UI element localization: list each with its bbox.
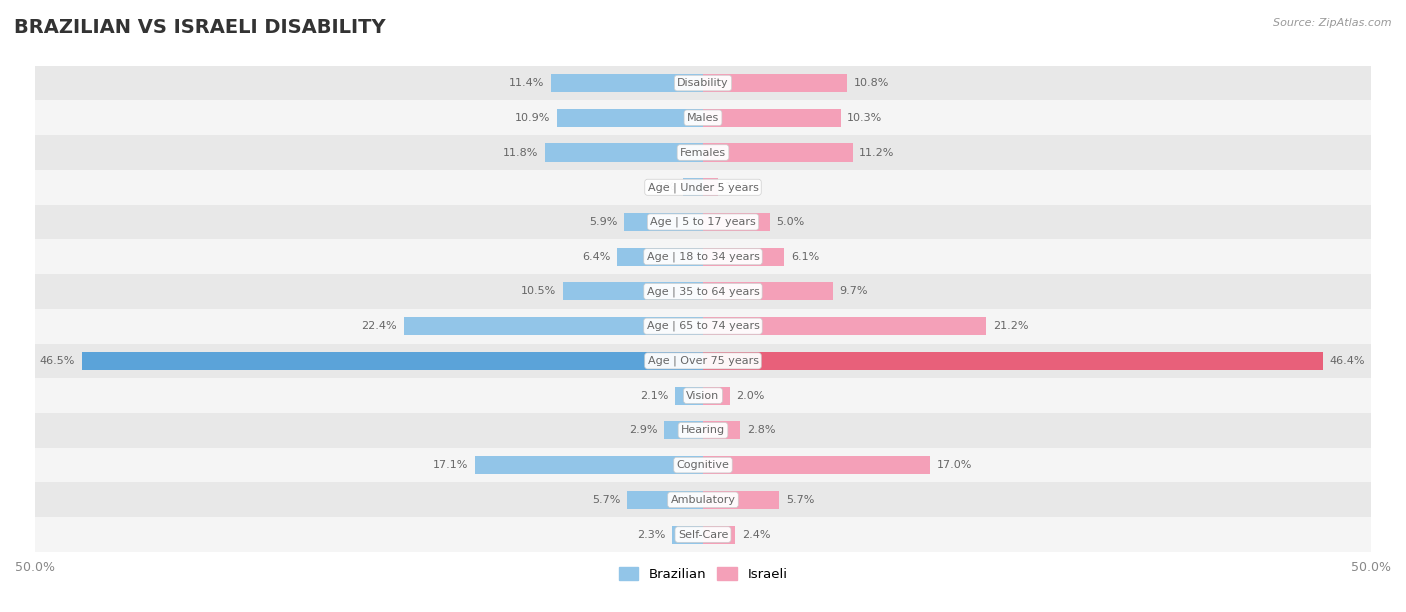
Text: 2.1%: 2.1% — [640, 390, 668, 401]
Bar — [664, 421, 703, 439]
Text: 11.4%: 11.4% — [509, 78, 544, 88]
Bar — [35, 204, 1371, 239]
Text: 10.9%: 10.9% — [516, 113, 551, 123]
Text: 46.4%: 46.4% — [1330, 356, 1365, 366]
Text: 2.4%: 2.4% — [742, 529, 770, 540]
Text: Age | 65 to 74 years: Age | 65 to 74 years — [647, 321, 759, 332]
Text: Cognitive: Cognitive — [676, 460, 730, 470]
Bar — [35, 309, 1371, 343]
Text: BRAZILIAN VS ISRAELI DISABILITY: BRAZILIAN VS ISRAELI DISABILITY — [14, 18, 385, 37]
Text: Age | 35 to 64 years: Age | 35 to 64 years — [647, 286, 759, 297]
Legend: Brazilian, Israeli: Brazilian, Israeli — [613, 561, 793, 586]
Bar — [683, 178, 703, 196]
Text: 10.3%: 10.3% — [848, 113, 883, 123]
Bar — [35, 65, 1371, 100]
Bar — [35, 100, 1371, 135]
Text: 17.0%: 17.0% — [936, 460, 972, 470]
Bar — [546, 143, 703, 162]
Text: 1.1%: 1.1% — [724, 182, 752, 192]
Bar — [35, 378, 1371, 413]
Text: Ambulatory: Ambulatory — [671, 495, 735, 505]
Text: 11.8%: 11.8% — [503, 147, 538, 157]
Bar — [703, 282, 832, 300]
Bar — [703, 352, 1323, 370]
Text: 46.5%: 46.5% — [39, 356, 75, 366]
Text: 22.4%: 22.4% — [361, 321, 396, 331]
Text: 17.1%: 17.1% — [433, 460, 468, 470]
Text: 10.5%: 10.5% — [520, 286, 555, 296]
Text: 2.0%: 2.0% — [737, 390, 765, 401]
Bar — [703, 491, 779, 509]
Text: Age | 18 to 34 years: Age | 18 to 34 years — [647, 252, 759, 262]
Text: 6.1%: 6.1% — [792, 252, 820, 262]
Bar — [35, 517, 1371, 552]
Bar — [551, 74, 703, 92]
Text: 21.2%: 21.2% — [993, 321, 1028, 331]
Bar — [703, 421, 741, 439]
Bar — [35, 413, 1371, 448]
Text: 6.4%: 6.4% — [582, 252, 610, 262]
Bar — [627, 491, 703, 509]
Text: 5.7%: 5.7% — [786, 495, 814, 505]
Bar — [672, 526, 703, 543]
Bar — [35, 343, 1371, 378]
Bar — [82, 352, 703, 370]
Text: Hearing: Hearing — [681, 425, 725, 435]
Text: Vision: Vision — [686, 390, 720, 401]
Text: 10.8%: 10.8% — [853, 78, 890, 88]
Text: 9.7%: 9.7% — [839, 286, 868, 296]
Bar — [35, 239, 1371, 274]
Text: Self-Care: Self-Care — [678, 529, 728, 540]
Bar — [703, 526, 735, 543]
Text: 1.5%: 1.5% — [648, 182, 676, 192]
Text: Disability: Disability — [678, 78, 728, 88]
Text: 2.9%: 2.9% — [628, 425, 658, 435]
Bar — [475, 456, 703, 474]
Text: 2.3%: 2.3% — [637, 529, 665, 540]
Bar — [703, 109, 841, 127]
Bar — [35, 170, 1371, 204]
Bar — [703, 456, 931, 474]
Text: Males: Males — [688, 113, 718, 123]
Text: Females: Females — [681, 147, 725, 157]
Bar — [557, 109, 703, 127]
Bar — [562, 282, 703, 300]
Bar — [35, 135, 1371, 170]
Bar — [675, 387, 703, 405]
Bar — [35, 448, 1371, 482]
Bar — [703, 387, 730, 405]
Bar — [404, 317, 703, 335]
Text: 5.9%: 5.9% — [589, 217, 617, 227]
Bar — [35, 482, 1371, 517]
Text: Age | 5 to 17 years: Age | 5 to 17 years — [650, 217, 756, 227]
Bar — [624, 213, 703, 231]
Bar — [703, 317, 986, 335]
Text: Age | Under 5 years: Age | Under 5 years — [648, 182, 758, 193]
Text: 2.8%: 2.8% — [747, 425, 776, 435]
Text: 11.2%: 11.2% — [859, 147, 894, 157]
Bar — [35, 274, 1371, 309]
Text: 5.0%: 5.0% — [776, 217, 804, 227]
Bar — [703, 74, 848, 92]
Bar — [617, 248, 703, 266]
Bar — [703, 213, 770, 231]
Text: Source: ZipAtlas.com: Source: ZipAtlas.com — [1274, 18, 1392, 28]
Bar — [703, 178, 717, 196]
Bar — [703, 248, 785, 266]
Text: 5.7%: 5.7% — [592, 495, 620, 505]
Bar — [703, 143, 852, 162]
Text: Age | Over 75 years: Age | Over 75 years — [648, 356, 758, 366]
